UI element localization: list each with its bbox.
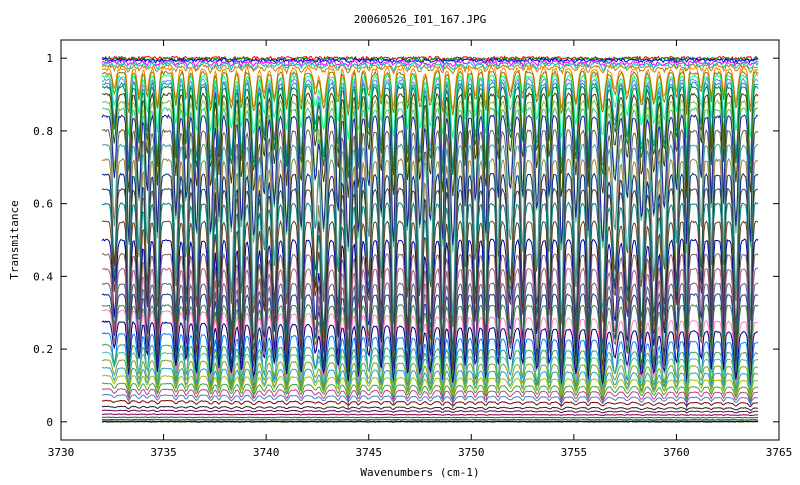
- series-line: [101, 420, 759, 423]
- x-tick-label: 3750: [458, 446, 485, 459]
- chart-title: 20060526_I01_167.JPG: [354, 13, 486, 26]
- series-line: [101, 57, 759, 64]
- series-line: [101, 309, 759, 397]
- x-tick-label: 3745: [355, 446, 382, 459]
- x-tick-label: 3755: [561, 446, 588, 459]
- axes-layer: 3730 3735 3740 3745 3750 3755 3760 3765 0 0.2 0.4 0…: [33, 39, 793, 459]
- x-tick-label: 3760: [663, 446, 690, 459]
- series-line: [102, 409, 759, 414]
- series-line: [101, 418, 759, 421]
- y-tick-label: 0.6: [33, 198, 53, 211]
- y-tick-label: 1: [46, 52, 53, 65]
- x-tick-label: 3735: [150, 446, 177, 459]
- series-line: [101, 374, 759, 399]
- series-line: [101, 359, 759, 397]
- y-axis-label: Transmitance: [8, 200, 21, 279]
- x-tick-label: 3740: [253, 446, 280, 459]
- series-line: [101, 113, 759, 248]
- series-layer: [101, 55, 759, 423]
- y-tick-label: 0.8: [33, 125, 53, 138]
- series-line: [101, 55, 759, 62]
- plot-frame: [60, 39, 780, 441]
- series-line: [102, 143, 759, 316]
- series-line: [101, 56, 759, 63]
- series-line: [102, 393, 759, 405]
- series-line: [101, 405, 759, 412]
- series-line: [101, 201, 759, 361]
- series-line: [101, 413, 759, 417]
- x-tick-label: 3730: [48, 446, 75, 459]
- series-line: [101, 84, 759, 179]
- series-line: [101, 66, 759, 111]
- y-tick-label: 0.2: [33, 343, 53, 356]
- series-line: [101, 388, 759, 404]
- series-line: [101, 60, 759, 72]
- series-line: [101, 92, 759, 199]
- series-line: [101, 343, 759, 396]
- x-tick-label: 3765: [766, 446, 793, 459]
- series-line: [101, 351, 759, 390]
- series-line: [101, 128, 759, 330]
- series-line: [102, 399, 759, 408]
- y-tick-label: 0: [46, 416, 53, 429]
- y-tick-label: 0.4: [33, 270, 53, 283]
- series-line: [101, 420, 759, 422]
- series-line: [101, 59, 759, 68]
- series-line: [101, 81, 759, 169]
- series-line: [101, 382, 759, 400]
- series-line: [101, 69, 759, 116]
- series-line: [101, 63, 759, 75]
- series-line: [101, 320, 759, 388]
- series-line: [101, 219, 759, 373]
- x-axis-label: Wavenumbers (cm-1): [360, 466, 479, 479]
- series-line: [101, 73, 759, 140]
- series-line: [102, 416, 759, 419]
